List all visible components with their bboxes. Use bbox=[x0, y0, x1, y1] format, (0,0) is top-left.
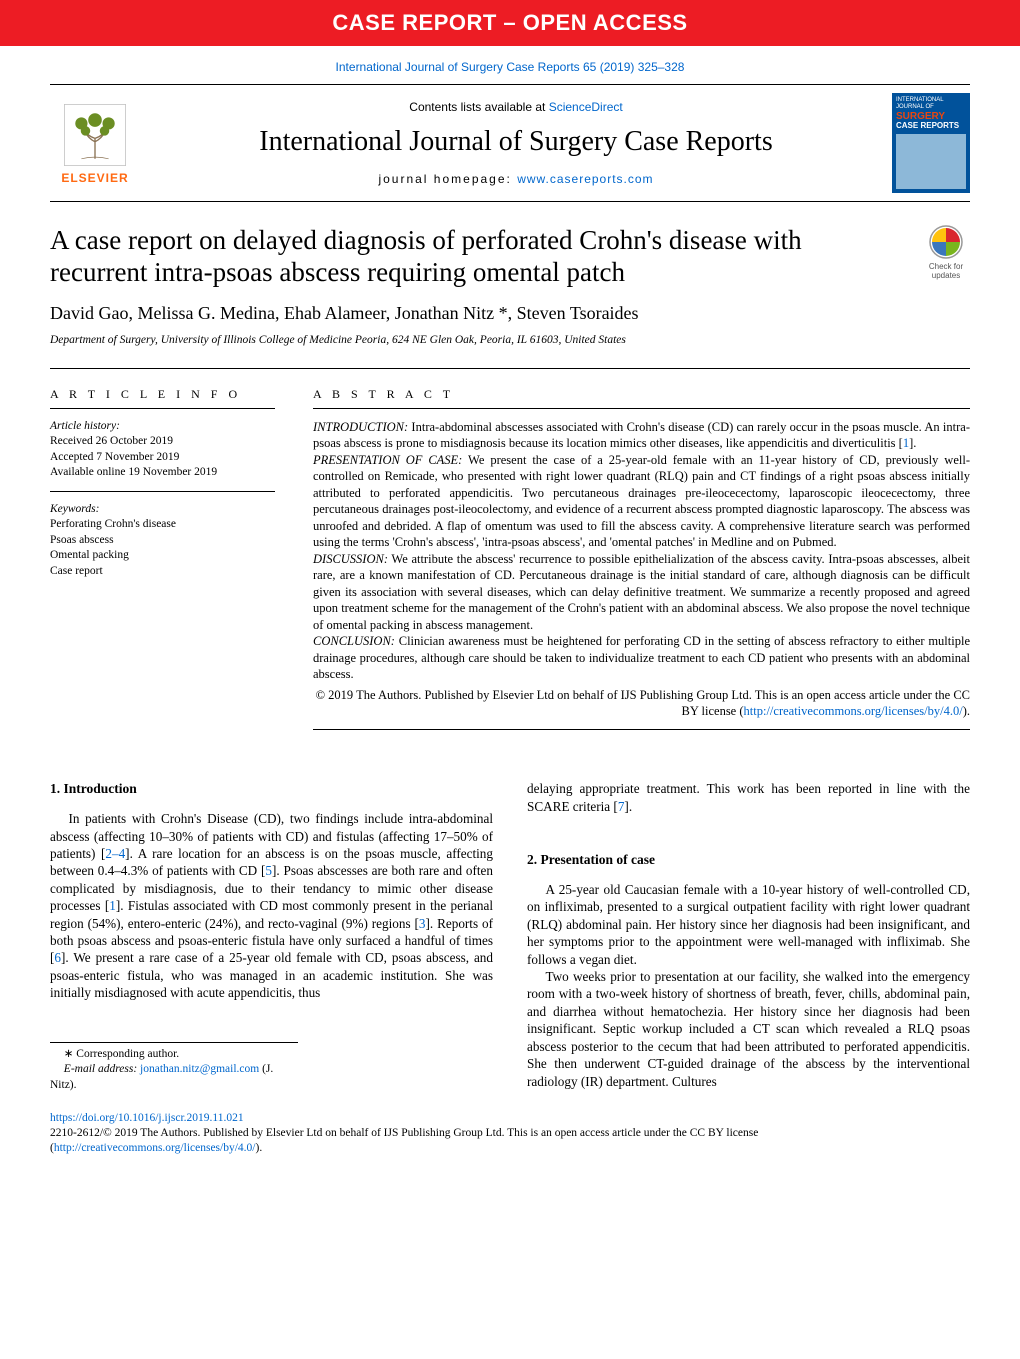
footer-text: ). bbox=[255, 1142, 262, 1154]
journal-name: International Journal of Surgery Case Re… bbox=[154, 126, 878, 158]
contents-prefix: Contents lists available at bbox=[409, 100, 548, 114]
body-text: ]. bbox=[624, 799, 632, 814]
copyright-after: ). bbox=[963, 704, 970, 718]
sciencedirect-link[interactable]: ScienceDirect bbox=[549, 100, 623, 114]
disc-label: DISCUSSION: bbox=[313, 552, 388, 566]
keywords-block: Keywords: Perforating Crohn's disease Ps… bbox=[50, 502, 275, 580]
intro-text: Intra-abdominal abscesses associated wit… bbox=[313, 420, 970, 451]
masthead: ELSEVIER Contents lists available at Sci… bbox=[50, 84, 970, 202]
ref-link[interactable]: 5 bbox=[265, 863, 272, 878]
keyword: Psoas abscess bbox=[50, 533, 275, 549]
authors: David Gao, Melissa G. Medina, Ehab Alame… bbox=[50, 303, 970, 324]
elsevier-wordmark: ELSEVIER bbox=[61, 171, 128, 185]
journal-cover-thumbnail: INTERNATIONAL JOURNAL OF SURGERY CASE RE… bbox=[892, 93, 970, 193]
case-text: We present the case of a 25-year-old fem… bbox=[313, 453, 970, 550]
ref-link[interactable]: 2–4 bbox=[105, 846, 125, 861]
footer-copyright: 2210-2612/© 2019 The Authors. Published … bbox=[50, 1126, 970, 1156]
article-history-block: Article history: Received 26 October 201… bbox=[50, 419, 275, 481]
intro-label: INTRODUCTION: bbox=[313, 420, 408, 434]
abstract-heading: A B S T R A C T bbox=[313, 387, 970, 409]
crossmark-icon bbox=[928, 224, 964, 260]
body-columns: 1. Introduction In patients with Crohn's… bbox=[50, 780, 970, 1093]
copyright-line: © 2019 The Authors. Published by Elsevie… bbox=[313, 687, 970, 720]
corr-email-line: E-mail address: jonathan.nitz@gmail.com … bbox=[50, 1062, 298, 1093]
article-info-heading: A R T I C L E I N F O bbox=[50, 387, 275, 409]
ref-link[interactable]: 6 bbox=[54, 950, 61, 965]
history-label: Article history: bbox=[50, 419, 275, 435]
corresponding-author: ∗ Corresponding author. E-mail address: … bbox=[50, 1042, 298, 1094]
disc-text: We attribute the abscess' recurrence to … bbox=[313, 552, 970, 632]
abstract-column: A B S T R A C T INTRODUCTION: Intra-abdo… bbox=[313, 387, 970, 735]
doi-link[interactable]: https://doi.org/10.1016/j.ijscr.2019.11.… bbox=[50, 1112, 244, 1124]
accepted-date: Accepted 7 November 2019 bbox=[50, 450, 275, 466]
case-paragraph-1: A 25-year old Caucasian female with a 10… bbox=[527, 881, 970, 968]
online-date: Available online 19 November 2019 bbox=[50, 465, 275, 481]
case-label: PRESENTATION OF CASE: bbox=[313, 453, 462, 467]
intro-after: ]. bbox=[909, 436, 916, 450]
title-block: A case report on delayed diagnosis of pe… bbox=[50, 202, 970, 364]
info-abstract-row: A R T I C L E I N F O Article history: R… bbox=[50, 373, 970, 735]
keyword: Omental packing bbox=[50, 548, 275, 564]
cover-line3: CASE REPORTS bbox=[896, 122, 966, 131]
corr-asterisk: ∗ Corresponding author. bbox=[50, 1047, 298, 1063]
body-text: ]. We present a rare case of a 25-year o… bbox=[50, 950, 493, 1000]
article-title: A case report on delayed diagnosis of pe… bbox=[50, 224, 902, 289]
open-access-banner: CASE REPORT – OPEN ACCESS bbox=[0, 0, 1020, 46]
case-paragraph-2: Two weeks prior to presentation at our f… bbox=[527, 968, 970, 1090]
elsevier-tree-icon bbox=[61, 101, 129, 169]
section-heading-case: 2. Presentation of case bbox=[527, 851, 970, 869]
rule-below-abstract bbox=[313, 729, 970, 730]
cover-line1: INTERNATIONAL JOURNAL OF bbox=[896, 97, 966, 110]
intro-paragraph: In patients with Crohn's Disease (CD), t… bbox=[50, 810, 493, 1002]
keyword: Perforating Crohn's disease bbox=[50, 517, 275, 533]
conc-text: Clinician awareness must be heightened f… bbox=[313, 634, 970, 681]
conc-label: CONCLUSION: bbox=[313, 634, 395, 648]
info-sub-rule bbox=[50, 491, 275, 492]
contents-available: Contents lists available at ScienceDirec… bbox=[154, 100, 878, 114]
elsevier-logo: ELSEVIER bbox=[50, 101, 140, 185]
homepage-prefix: journal homepage: bbox=[378, 172, 517, 186]
rule-above-abstract bbox=[50, 368, 970, 369]
body-text: delaying appropriate treatment. This wor… bbox=[527, 781, 970, 813]
section-heading-intro: 1. Introduction bbox=[50, 780, 493, 798]
intro-continuation: delaying appropriate treatment. This wor… bbox=[527, 780, 970, 815]
email-link[interactable]: jonathan.nitz@gmail.com bbox=[140, 1063, 259, 1075]
banner-text: CASE REPORT – OPEN ACCESS bbox=[332, 10, 687, 35]
right-column: delaying appropriate treatment. This wor… bbox=[527, 780, 970, 1093]
keyword: Case report bbox=[50, 564, 275, 580]
title-row: A case report on delayed diagnosis of pe… bbox=[50, 224, 970, 289]
check-updates-badge[interactable]: Check for updates bbox=[922, 224, 970, 280]
affiliation: Department of Surgery, University of Ill… bbox=[50, 334, 970, 346]
masthead-center: Contents lists available at ScienceDirec… bbox=[154, 100, 878, 186]
homepage-link[interactable]: www.casereports.com bbox=[517, 172, 653, 186]
updates-label: Check for updates bbox=[929, 262, 963, 280]
abstract-body: INTRODUCTION: Intra-abdominal abscesses … bbox=[313, 419, 970, 720]
cover-body bbox=[896, 134, 966, 189]
article-info-column: A R T I C L E I N F O Article history: R… bbox=[50, 387, 275, 735]
cc-license-link[interactable]: http://creativecommons.org/licenses/by/4… bbox=[744, 704, 963, 718]
citation-link[interactable]: International Journal of Surgery Case Re… bbox=[336, 60, 685, 74]
page-footer: https://doi.org/10.1016/j.ijscr.2019.11.… bbox=[50, 1111, 970, 1156]
homepage-line: journal homepage: www.casereports.com bbox=[154, 172, 878, 186]
cc-license-link-footer[interactable]: http://creativecommons.org/licenses/by/4… bbox=[54, 1142, 256, 1154]
email-label: E-mail address: bbox=[64, 1063, 137, 1075]
received-date: Received 26 October 2019 bbox=[50, 434, 275, 450]
ref-link[interactable]: 1 bbox=[109, 898, 116, 913]
page-content: International Journal of Surgery Case Re… bbox=[0, 46, 1020, 1186]
citation-line: International Journal of Surgery Case Re… bbox=[50, 46, 970, 84]
keywords-label: Keywords: bbox=[50, 502, 275, 518]
left-column: 1. Introduction In patients with Crohn's… bbox=[50, 780, 493, 1093]
